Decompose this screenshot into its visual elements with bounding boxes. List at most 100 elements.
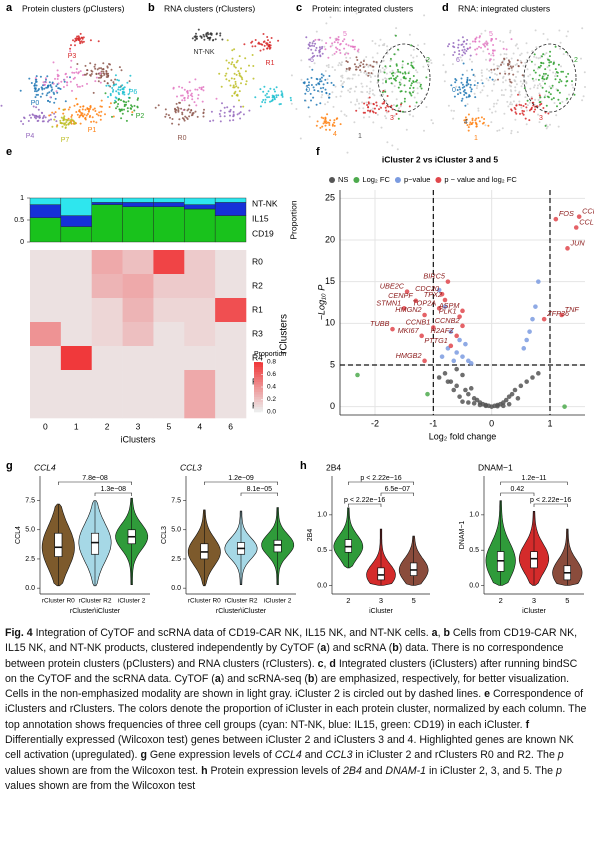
- cell-dot: [178, 85, 181, 88]
- cell-dot: [92, 108, 95, 111]
- cell-dot: [541, 80, 544, 82]
- cell-dot: [244, 83, 247, 86]
- cell-dot: [326, 113, 329, 116]
- cell-dot: [468, 47, 471, 49]
- cell-dot: [396, 68, 399, 71]
- cell-dot: [231, 57, 234, 60]
- cell-dot: [221, 38, 224, 41]
- cell-dot: [544, 72, 547, 75]
- cell-dot: [366, 104, 369, 106]
- cell-dot: [550, 98, 553, 101]
- cell-dot: [465, 42, 468, 45]
- cell-dot: [453, 95, 456, 98]
- cell-dot: [538, 121, 541, 124]
- cell-dot: [199, 35, 202, 38]
- cell-dot: [412, 56, 415, 59]
- cell-dot: [62, 117, 65, 120]
- cell-dot: [281, 92, 284, 95]
- cell-dot: [384, 89, 386, 92]
- legend-tick-label: 0.2: [267, 396, 276, 403]
- cell-dot: [410, 94, 413, 97]
- point: [439, 291, 445, 297]
- cell-dot: [194, 39, 197, 42]
- cell-dot: [378, 108, 380, 111]
- cell-dot: [351, 77, 354, 80]
- y-tick-label: 5: [330, 359, 335, 369]
- cell-dot: [339, 95, 342, 98]
- cell-dot: [225, 78, 228, 81]
- cell-dot: [75, 68, 78, 70]
- cell-dot: [261, 43, 264, 46]
- cell-dot: [313, 62, 316, 65]
- annotation-bar: [91, 202, 123, 205]
- cell-dot: [54, 111, 57, 114]
- cell-dot: [47, 99, 49, 102]
- cell-dot: [504, 72, 507, 75]
- cell-dot: [307, 43, 310, 46]
- cell-dot: [121, 112, 124, 115]
- cell-dot: [480, 46, 482, 49]
- cell-dot: [399, 83, 402, 86]
- cell-dot: [81, 85, 84, 87]
- annotation-legend: IL15: [252, 213, 269, 223]
- cell-dot: [234, 83, 237, 85]
- cell-dot: [367, 106, 370, 108]
- cell-dot: [505, 57, 508, 59]
- cell-dot: [503, 53, 506, 55]
- gene-label: MKI67: [398, 326, 420, 335]
- cell-dot: [341, 82, 344, 85]
- cell-dot: [556, 75, 559, 77]
- cell-dot: [525, 58, 528, 61]
- cell-dot: [411, 66, 414, 69]
- comparison-bracket: [94, 492, 132, 496]
- point: [390, 326, 395, 332]
- cell-dot: [480, 69, 483, 72]
- p-value-label: 1.2e−09: [228, 475, 254, 482]
- heat-cell: [30, 394, 62, 419]
- cell-dot: [358, 102, 360, 105]
- cell-dot: [559, 78, 561, 81]
- cell-dot: [398, 107, 400, 110]
- cell-dot: [409, 77, 412, 80]
- cell-dot: [90, 120, 93, 123]
- cell-dot: [188, 81, 191, 84]
- cell-dot: [337, 38, 340, 41]
- cell-dot: [328, 128, 331, 131]
- cell-dot: [379, 70, 382, 73]
- cell-dot: [62, 108, 65, 111]
- cell-dot: [219, 34, 222, 37]
- cell-dot: [103, 80, 106, 83]
- legend-swatch: [254, 399, 263, 403]
- cell-dot: [229, 114, 231, 117]
- point: [576, 214, 582, 219]
- y-tick-label: 1.0: [469, 512, 479, 519]
- cell-dot: [404, 77, 407, 80]
- cell-dot: [552, 97, 555, 100]
- cell-dot: [372, 107, 374, 110]
- cell-dot: [475, 87, 478, 90]
- cell-dot: [460, 43, 463, 46]
- cell-dot: [336, 41, 339, 44]
- cell-dot: [484, 42, 487, 45]
- cell-dot: [181, 94, 184, 97]
- cell-dot: [196, 97, 199, 100]
- cell-dot: [475, 117, 478, 120]
- cell-dot: [408, 33, 411, 36]
- gene-label: HMGN2: [395, 305, 421, 314]
- cell-dot: [308, 65, 311, 68]
- cell-dot: [304, 99, 306, 102]
- cell-dot: [518, 93, 521, 96]
- cell-dot: [469, 121, 472, 124]
- cell-dot: [461, 83, 464, 86]
- cell-dot: [102, 62, 105, 65]
- cell-dot: [491, 89, 494, 92]
- cell-dot: [327, 56, 330, 59]
- comparison-bracket: [240, 492, 278, 496]
- cell-dot: [565, 75, 568, 78]
- y-tick-label: 0.0: [25, 585, 35, 592]
- cell-dot: [567, 72, 570, 75]
- cluster-label: P0: [31, 100, 40, 107]
- cell-dot: [582, 95, 585, 98]
- cell-dot: [481, 82, 484, 85]
- cell-dot: [524, 103, 527, 105]
